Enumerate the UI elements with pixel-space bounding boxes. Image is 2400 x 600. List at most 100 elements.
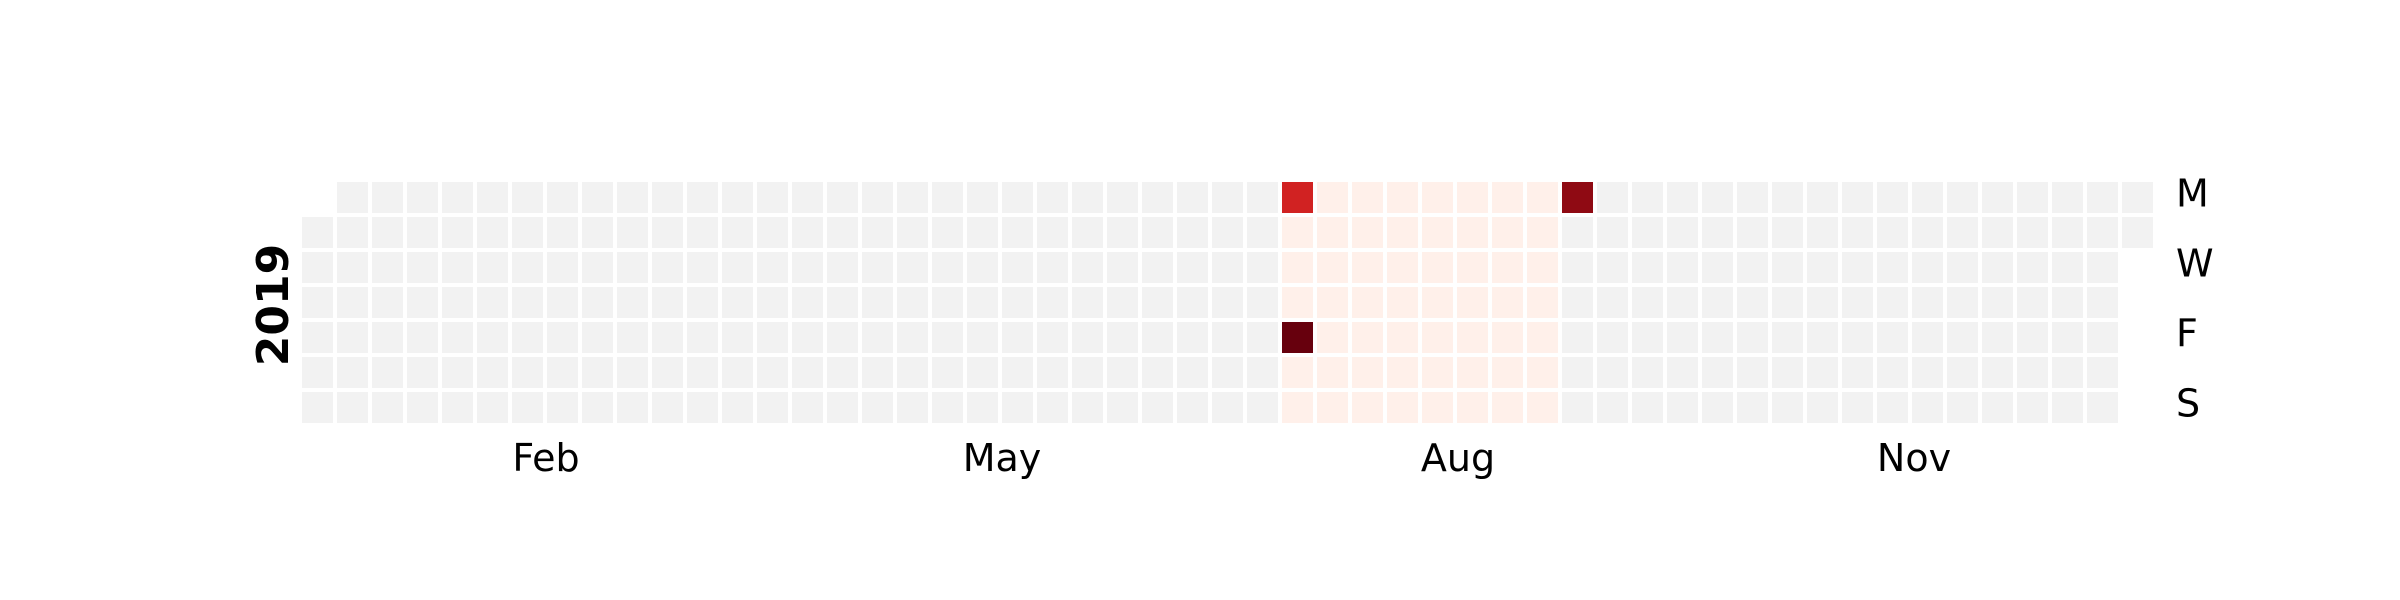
day-cell-2019-02-11 [512, 182, 543, 213]
day-cell-2019-10-22 [1772, 217, 1803, 248]
day-cell-2019-06-25 [1177, 217, 1208, 248]
day-cell-2019-05-06 [932, 182, 963, 213]
day-cell-2019-07-14 [1247, 392, 1278, 423]
day-cell-2019-02-14 [512, 287, 543, 318]
day-cell-2019-08-11 [1387, 392, 1418, 423]
day-cell-2019-11-02 [1807, 357, 1838, 388]
day-cell-2019-01-03 [302, 287, 333, 318]
day-cell-2019-09-13 [1562, 322, 1593, 353]
day-cell-2019-12-17 [2052, 217, 2083, 248]
day-cell-2019-03-12 [652, 217, 683, 248]
day-cell-2019-05-31 [1037, 322, 1068, 353]
day-cell-2019-09-30 [1667, 182, 1698, 213]
day-cell-2019-09-06 [1527, 322, 1558, 353]
day-cell-2019-03-02 [582, 357, 613, 388]
day-cell-2019-01-21 [407, 182, 438, 213]
day-cell-2019-07-27 [1317, 357, 1348, 388]
day-cell-2019-09-03 [1527, 217, 1558, 248]
day-cell-2019-01-05 [302, 357, 333, 388]
day-cell-2019-09-24 [1632, 217, 1663, 248]
day-cell-2019-08-30 [1492, 322, 1523, 353]
day-cell-2019-08-31 [1492, 357, 1523, 388]
day-cell-2019-04-22 [862, 182, 893, 213]
day-cell-2019-02-03 [442, 392, 473, 423]
day-cell-2019-04-20 [827, 357, 858, 388]
day-cell-2019-11-15 [1877, 322, 1908, 353]
day-cell-2019-05-04 [897, 357, 928, 388]
day-cell-2019-01-09 [337, 252, 368, 283]
day-cell-2019-09-11 [1562, 252, 1593, 283]
day-cell-2019-01-10 [337, 287, 368, 318]
day-cell-2019-10-11 [1702, 322, 1733, 353]
day-cell-2019-09-07 [1527, 357, 1558, 388]
day-cell-2019-10-12 [1702, 357, 1733, 388]
day-cell-2019-05-21 [1002, 217, 1033, 248]
day-cell-2019-01-29 [442, 217, 473, 248]
day-cell-2019-02-28 [582, 287, 613, 318]
day-cell-2019-06-28 [1177, 322, 1208, 353]
day-cell-2019-08-02 [1352, 322, 1383, 353]
day-cell-2019-10-20 [1737, 392, 1768, 423]
day-cell-2019-10-14 [1737, 182, 1768, 213]
day-cell-2019-12-19 [2052, 287, 2083, 318]
day-cell-2019-02-27 [582, 252, 613, 283]
day-cell-2019-08-10 [1387, 357, 1418, 388]
day-cell-2019-02-15 [512, 322, 543, 353]
day-cell-2019-04-26 [862, 322, 893, 353]
day-cell-2019-01-14 [372, 182, 403, 213]
day-cell-2019-12-09 [2017, 182, 2048, 213]
day-cell-2019-01-20 [372, 392, 403, 423]
day-cell-2019-05-16 [967, 287, 998, 318]
day-cell-2019-02-12 [512, 217, 543, 248]
day-cell-2019-07-10 [1247, 252, 1278, 283]
month-label-nov: Nov [1877, 436, 1951, 480]
day-cell-2019-04-02 [757, 217, 788, 248]
weekday-axis: M W F S [2176, 172, 2214, 426]
day-cell-2019-01-31 [442, 287, 473, 318]
day-cell-2019-07-15 [1282, 182, 1313, 213]
day-cell-2019-11-14 [1877, 287, 1908, 318]
day-cell-2019-09-25 [1632, 252, 1663, 283]
day-cell-2019-03-25 [722, 182, 753, 213]
day-cell-2019-04-03 [757, 252, 788, 283]
day-cell-2019-04-27 [862, 357, 893, 388]
day-cell-2019-10-26 [1772, 357, 1803, 388]
day-cell-2019-08-17 [1422, 357, 1453, 388]
day-cell-2019-11-01 [1807, 322, 1838, 353]
day-cell-2019-03-06 [617, 252, 648, 283]
day-cell-2019-11-22 [1912, 322, 1943, 353]
day-cell-2019-11-10 [1842, 392, 1873, 423]
day-cell-2019-01-24 [407, 287, 438, 318]
day-cell-2019-03-05 [617, 217, 648, 248]
day-cell-2019-06-04 [1072, 217, 1103, 248]
day-cell-2019-01-07 [337, 182, 368, 213]
day-cell-2019-07-22 [1317, 182, 1348, 213]
day-cell-2019-05-19 [967, 392, 998, 423]
day-cell-2019-02-10 [477, 392, 508, 423]
day-cell-2019-09-22 [1597, 392, 1628, 423]
day-cell-2019-06-08 [1072, 357, 1103, 388]
month-label-feb: Feb [512, 436, 579, 480]
day-cell-2019-12-07 [1982, 357, 2013, 388]
day-cell-2019-11-09 [1842, 357, 1873, 388]
day-cell-2019-02-05 [477, 217, 508, 248]
day-cell-2019-09-21 [1597, 357, 1628, 388]
day-cell-2019-10-04 [1667, 322, 1698, 353]
day-cell-2019-01-01 [302, 217, 333, 248]
day-cell-2019-12-29 [2087, 392, 2118, 423]
day-cell-2019-01-04 [302, 322, 333, 353]
day-cell-2019-02-07 [477, 287, 508, 318]
day-cell-2019-04-24 [862, 252, 893, 283]
day-cell-2019-12-05 [1982, 287, 2013, 318]
day-cell-2019-09-08 [1527, 392, 1558, 423]
day-cell-2019-08-24 [1457, 357, 1488, 388]
day-cell-2019-08-26 [1492, 182, 1523, 213]
day-cell-2019-10-09 [1702, 252, 1733, 283]
day-cell-2019-05-13 [967, 182, 998, 213]
day-cell-2019-03-28 [722, 287, 753, 318]
day-cell-2019-04-10 [792, 252, 823, 283]
day-cell-2019-06-30 [1177, 392, 1208, 423]
weekday-label-wednesday: W [2176, 242, 2214, 286]
day-cell-2019-05-05 [897, 392, 928, 423]
day-cell-2019-11-26 [1947, 217, 1978, 248]
